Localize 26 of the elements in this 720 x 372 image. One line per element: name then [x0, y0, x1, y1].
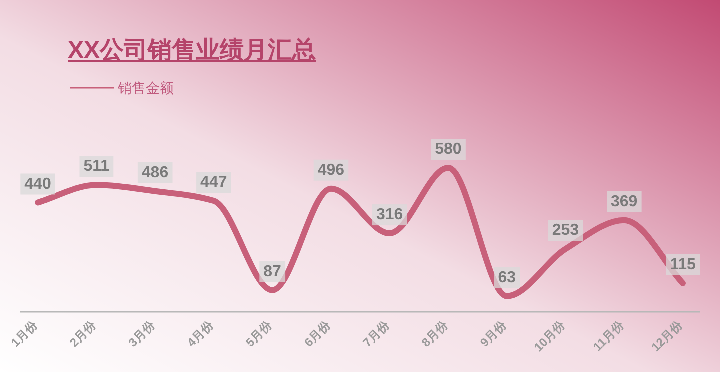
- x-tick-label: 1月份: [8, 318, 41, 350]
- data-label: 440: [24, 176, 52, 193]
- x-tick-label: 4月份: [184, 318, 217, 350]
- data-label: 511: [84, 158, 110, 176]
- data-label: 496: [318, 162, 345, 179]
- x-tick-label: 8月份: [418, 318, 452, 350]
- data-label: 369: [611, 193, 638, 210]
- x-tick-label: 5月份: [243, 318, 276, 350]
- data-label: 63: [498, 269, 516, 286]
- legend-label: 销售金额: [117, 80, 174, 96]
- data-label: 447: [200, 174, 228, 192]
- data-label: 486: [142, 164, 169, 182]
- x-tick-label: 3月份: [126, 318, 158, 350]
- x-tick-label: 2月份: [67, 318, 100, 350]
- data-label: 253: [552, 222, 580, 240]
- x-tick-label: 9月份: [478, 318, 510, 350]
- data-label: 316: [376, 206, 404, 224]
- x-tick-label: 10月份: [532, 318, 569, 355]
- x-tick-label: 12月份: [648, 318, 686, 355]
- x-tick-label: 11月份: [590, 318, 628, 354]
- data-label: 115: [670, 256, 696, 274]
- x-tick-label: 7月份: [360, 318, 393, 350]
- x-tick-label: 6月份: [302, 318, 334, 350]
- data-label: 580: [435, 141, 462, 158]
- data-label: 87: [264, 263, 282, 280]
- chart-title: XX公司销售业绩月汇总: [68, 37, 316, 64]
